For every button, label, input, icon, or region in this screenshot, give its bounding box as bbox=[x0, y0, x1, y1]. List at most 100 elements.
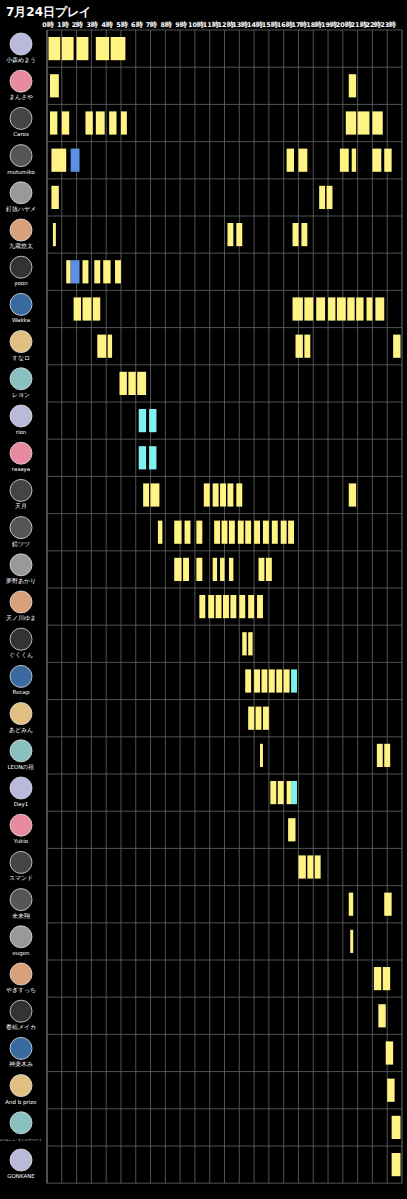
grid-line bbox=[135, 30, 136, 1183]
avatar bbox=[10, 331, 32, 353]
play-block bbox=[378, 1004, 385, 1027]
play-block bbox=[174, 521, 181, 544]
play-block bbox=[238, 521, 244, 544]
play-block bbox=[254, 669, 260, 692]
row-line bbox=[47, 774, 402, 775]
play-block bbox=[248, 595, 254, 618]
play-block bbox=[50, 74, 59, 97]
avatar bbox=[10, 1112, 32, 1134]
play-block bbox=[293, 223, 299, 246]
avatar bbox=[10, 703, 32, 725]
tick-label: 8時 bbox=[161, 21, 173, 29]
play-block bbox=[372, 149, 381, 172]
play-block bbox=[185, 521, 191, 544]
row-line bbox=[47, 253, 402, 254]
play-block bbox=[227, 223, 233, 246]
grid-line bbox=[342, 30, 343, 1183]
row-name: レベルシュ・ウイスパーハート bbox=[0, 1138, 42, 1142]
row-line bbox=[47, 885, 402, 886]
row-line bbox=[47, 476, 402, 477]
play-block bbox=[270, 781, 276, 804]
row-name: rasaya bbox=[12, 466, 31, 473]
tick-label: 19時 bbox=[321, 21, 337, 29]
play-block bbox=[137, 372, 146, 395]
tick-label: 11時 bbox=[203, 21, 219, 29]
row-name: 鏡ツツ bbox=[12, 541, 30, 547]
play-block bbox=[51, 149, 66, 172]
play-block bbox=[66, 260, 70, 283]
play-block bbox=[223, 595, 229, 618]
row-name: Recap bbox=[13, 689, 30, 696]
play-block bbox=[227, 483, 233, 506]
play-block bbox=[293, 297, 303, 320]
play-block bbox=[291, 781, 297, 804]
play-block bbox=[269, 669, 275, 692]
play-block bbox=[328, 297, 335, 320]
play-block bbox=[375, 297, 384, 320]
play-block bbox=[384, 744, 390, 767]
row-line bbox=[47, 736, 402, 737]
play-block bbox=[62, 37, 74, 60]
avatar bbox=[10, 963, 32, 985]
avatar bbox=[10, 591, 32, 613]
play-block bbox=[287, 149, 294, 172]
play-block bbox=[115, 260, 121, 283]
play-block bbox=[77, 37, 89, 60]
play-block bbox=[349, 483, 356, 506]
play-block bbox=[349, 893, 353, 916]
tick-label: 16時 bbox=[277, 21, 293, 29]
play-block bbox=[239, 595, 245, 618]
play-block bbox=[174, 558, 181, 581]
play-block bbox=[356, 297, 363, 320]
tick-label: 5時 bbox=[116, 21, 128, 29]
row-line bbox=[47, 290, 402, 291]
row-line bbox=[47, 1034, 402, 1035]
play-block bbox=[149, 409, 156, 432]
row-labels: 小森めまうまんさやCarosmutumiko釘抜ハヤメ九蔵悠太yoonWakka… bbox=[0, 33, 42, 1179]
play-block bbox=[213, 558, 217, 581]
play-block bbox=[83, 260, 89, 283]
avatar bbox=[10, 1075, 32, 1097]
play-block bbox=[85, 111, 92, 134]
play-block bbox=[349, 74, 356, 97]
row-line bbox=[47, 67, 402, 68]
avatar bbox=[10, 219, 32, 241]
row-line bbox=[47, 216, 402, 217]
avatar bbox=[10, 777, 32, 799]
marks bbox=[48, 37, 400, 1176]
row-line bbox=[47, 997, 402, 998]
axis-line bbox=[402, 30, 403, 1183]
play-block bbox=[327, 186, 333, 209]
play-block bbox=[367, 297, 373, 320]
play-block bbox=[119, 372, 126, 395]
grid-line bbox=[165, 30, 166, 1183]
play-block bbox=[383, 967, 390, 990]
avatar bbox=[10, 442, 32, 464]
play-block bbox=[284, 669, 290, 692]
avatar bbox=[10, 851, 32, 873]
play-block bbox=[392, 1116, 401, 1139]
row-line bbox=[47, 960, 402, 961]
avatar bbox=[10, 628, 32, 650]
avatar bbox=[10, 1000, 32, 1022]
row-line bbox=[47, 1146, 402, 1147]
row-name: Yukio bbox=[13, 838, 29, 844]
play-block bbox=[83, 297, 92, 320]
play-block bbox=[350, 930, 353, 953]
row-name: And b prize bbox=[5, 1099, 37, 1106]
row-name: 釘抜ハヤメ bbox=[6, 206, 36, 212]
play-block bbox=[298, 149, 307, 172]
row-line bbox=[47, 625, 402, 626]
play-block bbox=[236, 483, 242, 506]
play-block bbox=[316, 297, 325, 320]
play-block bbox=[272, 521, 278, 544]
row-name: 夢野あかり bbox=[6, 578, 36, 585]
play-block bbox=[301, 223, 307, 246]
play-block bbox=[158, 521, 162, 544]
avatar bbox=[10, 182, 32, 204]
play-block bbox=[377, 744, 383, 767]
play-block bbox=[51, 186, 58, 209]
play-block bbox=[220, 483, 226, 506]
tick-label: 22時 bbox=[365, 21, 381, 29]
grid-line bbox=[268, 30, 269, 1183]
